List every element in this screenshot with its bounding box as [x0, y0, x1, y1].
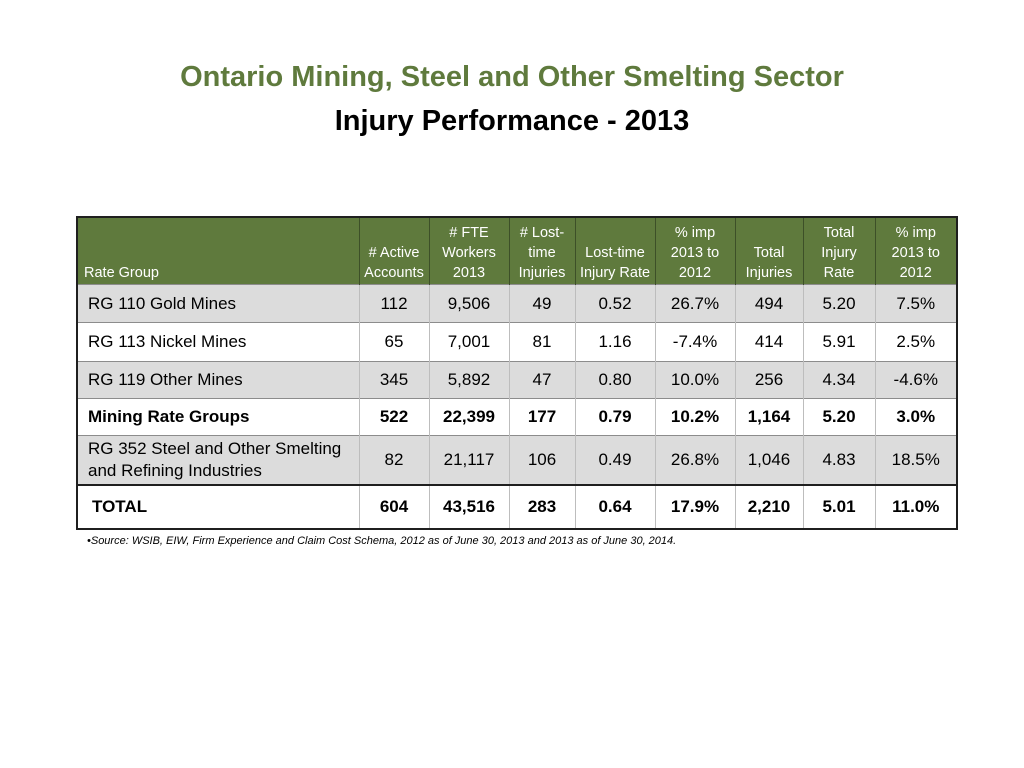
- cell-active-accounts: 604: [358, 484, 429, 529]
- cell-total-injury-rate: 4.83: [802, 435, 875, 485]
- cell-total-injury-rate: 5.20: [802, 398, 875, 436]
- cell-total-pct-imp: 3.0%: [874, 398, 957, 436]
- cell-total-pct-imp: -4.6%: [874, 361, 957, 399]
- cell-lost-time-injuries: 283: [508, 484, 575, 529]
- cell-total-injury-rate: 5.01: [802, 484, 875, 529]
- cell-rate-group: TOTAL: [77, 484, 359, 529]
- cell-rate-group: RG 119 Other Mines: [77, 361, 359, 399]
- page-subtitle: Injury Performance - 2013: [334, 105, 690, 137]
- cell-lost-time-injury-rate: 1.16: [574, 322, 655, 362]
- header-total-injuries: Total Injuries: [734, 217, 803, 285]
- cell-lost-time-pct-imp: 17.9%: [654, 484, 735, 529]
- cell-rate-group: RG 352 Steel and Other Smelting and Refi…: [77, 435, 359, 485]
- header-fte-workers: # FTE Workers 2013: [428, 217, 509, 285]
- header-lost-time-injuries: # Lost-time Injuries: [508, 217, 575, 285]
- header-lost-time-injury-rate: Lost-time Injury Rate: [574, 217, 655, 285]
- cell-total-pct-imp: 18.5%: [874, 435, 957, 485]
- cell-fte-workers: 7,001: [428, 322, 509, 362]
- cell-lost-time-injuries: 81: [508, 322, 575, 362]
- cell-total-pct-imp: 11.0%: [874, 484, 957, 529]
- cell-lost-time-injury-rate: 0.79: [574, 398, 655, 436]
- cell-total-injuries: 2,210: [734, 484, 803, 529]
- cell-active-accounts: 522: [358, 398, 429, 436]
- cell-fte-workers: 22,399: [428, 398, 509, 436]
- cell-lost-time-injuries: 49: [508, 284, 575, 323]
- header-lost-time-pct-imp: % imp 2013 to 2012: [654, 217, 735, 285]
- header-rate-group: Rate Group: [77, 217, 359, 285]
- table-row-total: TOTAL 604 43,516 283 0.64 17.9% 2,210 5.…: [77, 484, 957, 529]
- cell-total-injuries: 414: [734, 322, 803, 362]
- cell-lost-time-pct-imp: 10.0%: [654, 361, 735, 399]
- table-row: RG 113 Nickel Mines 65 7,001 81 1.16 -7.…: [77, 322, 957, 362]
- cell-active-accounts: 82: [358, 435, 429, 485]
- table-row: RG 119 Other Mines 345 5,892 47 0.80 10.…: [77, 361, 957, 399]
- cell-lost-time-injury-rate: 0.64: [574, 484, 655, 529]
- cell-total-injury-rate: 4.34: [802, 361, 875, 399]
- cell-fte-workers: 9,506: [428, 284, 509, 323]
- cell-total-injuries: 1,164: [734, 398, 803, 436]
- cell-lost-time-pct-imp: -7.4%: [654, 322, 735, 362]
- table-row-subtotal: Mining Rate Groups 522 22,399 177 0.79 1…: [77, 398, 957, 436]
- cell-lost-time-injuries: 106: [508, 435, 575, 485]
- cell-fte-workers: 43,516: [428, 484, 509, 529]
- cell-rate-group: RG 113 Nickel Mines: [77, 322, 359, 362]
- cell-total-injuries: 1,046: [734, 435, 803, 485]
- page-title: Ontario Mining, Steel and Other Smelting…: [180, 61, 844, 93]
- cell-lost-time-injuries: 177: [508, 398, 575, 436]
- cell-rate-group: Mining Rate Groups: [77, 398, 359, 436]
- cell-lost-time-pct-imp: 10.2%: [654, 398, 735, 436]
- cell-total-injuries: 494: [734, 284, 803, 323]
- table-header-row: Rate Group # Active Accounts # FTE Worke…: [77, 217, 957, 285]
- cell-lost-time-injury-rate: 0.49: [574, 435, 655, 485]
- cell-lost-time-injury-rate: 0.52: [574, 284, 655, 323]
- cell-total-injury-rate: 5.91: [802, 322, 875, 362]
- cell-fte-workers: 5,892: [428, 361, 509, 399]
- cell-active-accounts: 65: [358, 322, 429, 362]
- header-active-accounts: # Active Accounts: [358, 217, 429, 285]
- cell-lost-time-injuries: 47: [508, 361, 575, 399]
- cell-lost-time-pct-imp: 26.8%: [654, 435, 735, 485]
- injury-table: Rate Group # Active Accounts # FTE Worke…: [76, 216, 958, 530]
- cell-rate-group: RG 110 Gold Mines: [77, 284, 359, 323]
- cell-total-pct-imp: 7.5%: [874, 284, 957, 323]
- cell-lost-time-injury-rate: 0.80: [574, 361, 655, 399]
- source-note: •Source: WSIB, EIW, Firm Experience and …: [87, 535, 677, 547]
- header-total-injury-rate: Total Injury Rate: [802, 217, 875, 285]
- cell-fte-workers: 21,117: [428, 435, 509, 485]
- cell-total-injuries: 256: [734, 361, 803, 399]
- cell-active-accounts: 112: [358, 284, 429, 323]
- cell-lost-time-pct-imp: 26.7%: [654, 284, 735, 323]
- table-row: RG 352 Steel and Other Smelting and Refi…: [77, 435, 957, 485]
- cell-total-pct-imp: 2.5%: [874, 322, 957, 362]
- cell-active-accounts: 345: [358, 361, 429, 399]
- cell-total-injury-rate: 5.20: [802, 284, 875, 323]
- header-total-pct-imp: % imp 2013 to 2012: [874, 217, 957, 285]
- table-row: RG 110 Gold Mines 112 9,506 49 0.52 26.7…: [77, 284, 957, 323]
